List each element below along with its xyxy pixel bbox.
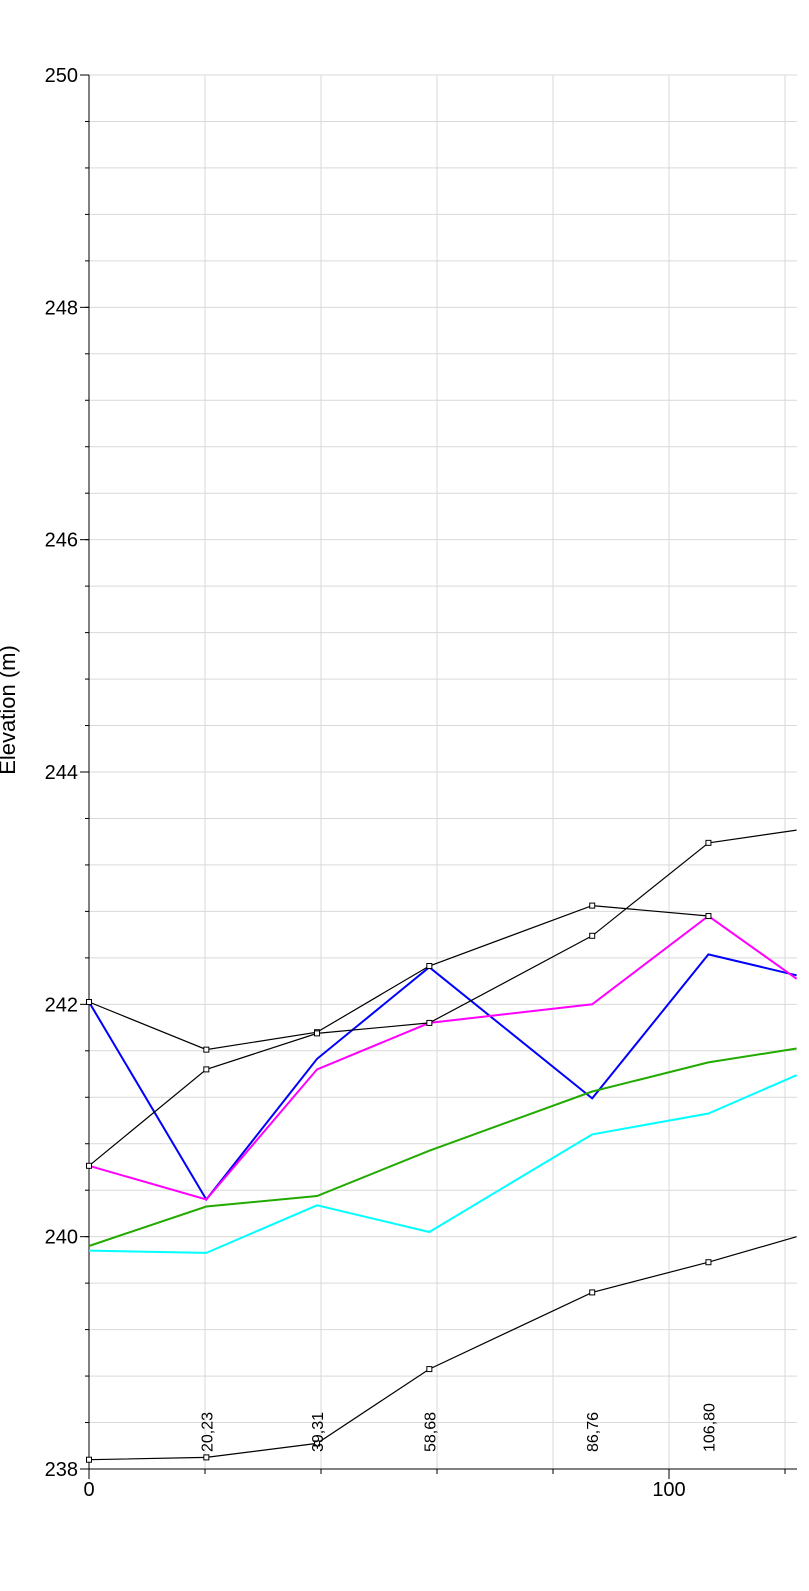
series-marker	[86, 999, 92, 1006]
axes	[80, 74, 797, 1479]
series-marker	[86, 1162, 92, 1169]
x-tick-label: 100	[652, 1479, 685, 1501]
series-marker	[86, 1456, 92, 1463]
series-markers	[86, 839, 712, 1463]
series-line	[88, 1236, 797, 1461]
series-marker	[705, 913, 712, 920]
y-tick-label: 246	[45, 530, 78, 552]
series-marker	[426, 1019, 433, 1026]
station-label: 86,76	[585, 1412, 602, 1452]
station-label: 106,80	[701, 1403, 718, 1452]
series-line	[88, 1074, 797, 1254]
series-marker	[426, 962, 433, 969]
x-tick-label: 0	[83, 1479, 94, 1501]
series-marker	[313, 1030, 320, 1037]
y-tick-label: 238	[45, 1459, 78, 1481]
series-line	[88, 914, 798, 1201]
series-marker	[705, 1259, 712, 1266]
y-tick-label: 248	[45, 297, 78, 319]
series-line	[88, 1047, 797, 1247]
series-marker	[313, 1440, 320, 1447]
series-line	[88, 953, 797, 1202]
y-tick-label: 244	[45, 762, 78, 784]
series-lines	[88, 829, 798, 1461]
series-marker	[203, 1066, 210, 1073]
y-tick-label: 242	[45, 994, 78, 1016]
station-label: 20,23	[199, 1412, 216, 1452]
series-marker	[203, 1454, 210, 1461]
y-axis-label: Elevation (m)	[0, 645, 20, 775]
series-line	[88, 904, 709, 1051]
labels: 238 240 242 244 246 248 250 0 100 20,23 39,31 58,68…	[45, 65, 719, 1501]
series-marker	[203, 1046, 210, 1053]
station-label: 39,31	[310, 1412, 327, 1452]
series-marker	[589, 1289, 596, 1296]
series-marker	[589, 902, 596, 909]
series-line	[88, 829, 797, 1167]
series-marker	[426, 1366, 433, 1373]
y-tick-label: 250	[45, 65, 78, 87]
series-marker	[705, 839, 712, 846]
series-marker	[589, 932, 596, 939]
station-label: 58,68	[422, 1412, 439, 1452]
grid	[89, 74, 797, 1470]
y-tick-label: 240	[45, 1227, 78, 1249]
